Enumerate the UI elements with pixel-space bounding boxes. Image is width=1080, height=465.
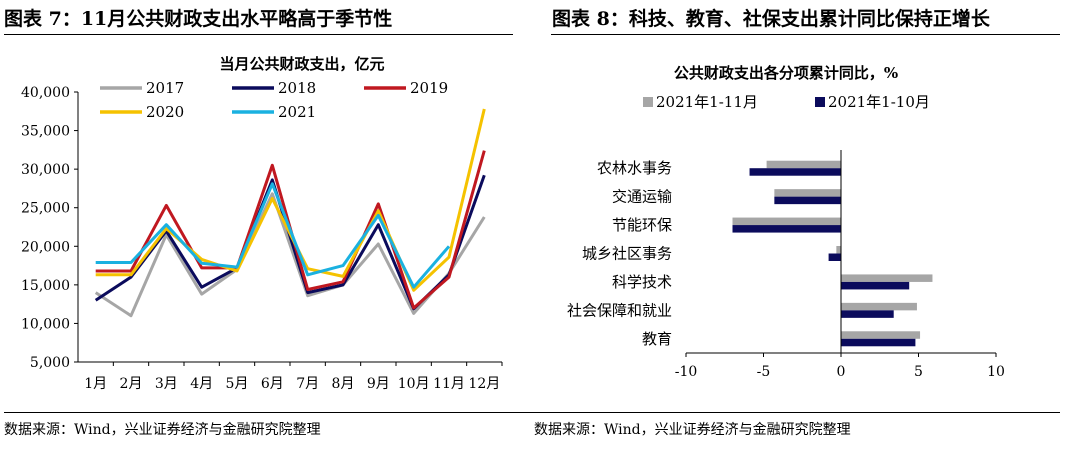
legend-label-2020: 2020 [146,103,184,121]
x-tick-label: 12月 [468,376,500,392]
x-tick-label: 5月 [226,376,249,392]
x-tick-label: 3月 [155,376,178,392]
legend-label-2017: 2017 [146,79,184,97]
footer-rule [4,412,1060,413]
legend-label: 2021年1-10月 [828,93,930,111]
line-chart-x-ticks: 1月 2月 3月 4月 5月 6月 7月 8月 9月 10月 11月 12月 [84,362,503,392]
bar-nov [841,331,921,339]
line-chart: 当月公共财政支出，亿元 2017 2018 2019 2020 2021 5,000 10… [21,55,503,392]
line-chart-legend: 2017 2018 2019 2020 2021 [100,79,448,121]
bar-nov [836,246,841,254]
source-note-left: 数据来源：Wind，兴业证券经济与金融研究院整理 [4,422,321,438]
y-tick-label: 20,000 [21,239,70,255]
x-tick-label: 9月 [367,376,390,392]
x-tick-label: 5 [914,364,923,380]
bar-nov [774,189,841,197]
bar-nov [732,217,841,226]
bar-chart: 公共财政支出各分项累计同比，% 2021年1-11月 2021年1-10月 -10… [567,64,1005,380]
title-rule-left [4,34,513,35]
line-chart-title: 当月公共财政支出，亿元 [219,55,384,73]
bar-nov [766,160,841,169]
category-label: 教育 [642,330,672,348]
bar-oct [841,310,894,318]
x-tick-label: 4月 [190,376,213,392]
y-tick-label: 35,000 [21,124,70,140]
category-label: 城乡社区事务 [582,245,672,263]
x-tick-label: 11月 [433,376,465,392]
category-label: 农林水事务 [597,159,672,177]
x-tick-label: 7月 [296,376,319,392]
x-tick-label: 0 [837,364,846,380]
x-tick-label: -5 [757,364,771,380]
title-rule-right [551,34,1060,35]
x-tick-label: -10 [675,364,698,380]
bar-nov [841,302,917,311]
category-label: 节能环保 [612,216,672,234]
bar-oct [749,168,841,176]
panel-title-left: 图表 7：11月公共财政支出水平略高于季节性 [4,8,393,30]
x-tick-label: 2月 [120,376,143,392]
panel-title-right: 图表 8：科技、教育、社保支出累计同比保持正增长 [552,8,990,30]
y-tick-label: 40,000 [21,85,70,101]
x-tick-label: 10 [987,364,1005,380]
bar-chart-title: 公共财政支出各分项累计同比，% [674,64,898,82]
x-tick-label: 10月 [398,376,430,392]
series-line-2017 [94,192,486,318]
x-tick-label: 1月 [84,376,107,392]
bar-chart-bars [732,150,933,353]
line-chart-series [94,108,486,318]
series-line-2020 [95,108,486,292]
legend-swatch [643,97,653,107]
bar-chart-legend: 2021年1-11月 2021年1-10月 [643,93,930,111]
line-chart-y-ticks: 5,000 10,000 15,000 20,000 25,000 30,000 35,00… [21,85,78,371]
bar-oct [841,338,916,347]
bar-oct [732,225,841,233]
y-tick-label: 25,000 [21,201,70,217]
series-line-2021 [95,182,451,289]
bar-oct [841,281,910,290]
y-tick-label: 30,000 [21,162,70,178]
bar-chart-x-ticks: -10 -5 0 5 10 [675,353,1005,380]
bar-oct [828,253,841,261]
bar-nov [841,274,933,282]
legend-label-2021: 2021 [278,103,316,121]
y-tick-label: 10,000 [21,316,70,332]
category-label: 交通运输 [612,188,672,206]
category-label: 社会保障和就业 [567,301,672,319]
source-note-right: 数据来源：Wind，兴业证券经济与金融研究院整理 [534,422,851,438]
legend-label-2019: 2019 [410,79,448,97]
y-tick-label: 15,000 [21,278,70,294]
y-tick-label: 5,000 [30,355,70,371]
bar-oct [774,196,841,205]
legend-swatch [815,97,825,107]
legend-label-2018: 2018 [278,79,316,97]
legend-label: 2021年1-11月 [656,93,758,111]
x-tick-label: 8月 [332,376,355,392]
x-tick-label: 6月 [261,376,284,392]
category-label: 科学技术 [612,273,672,291]
